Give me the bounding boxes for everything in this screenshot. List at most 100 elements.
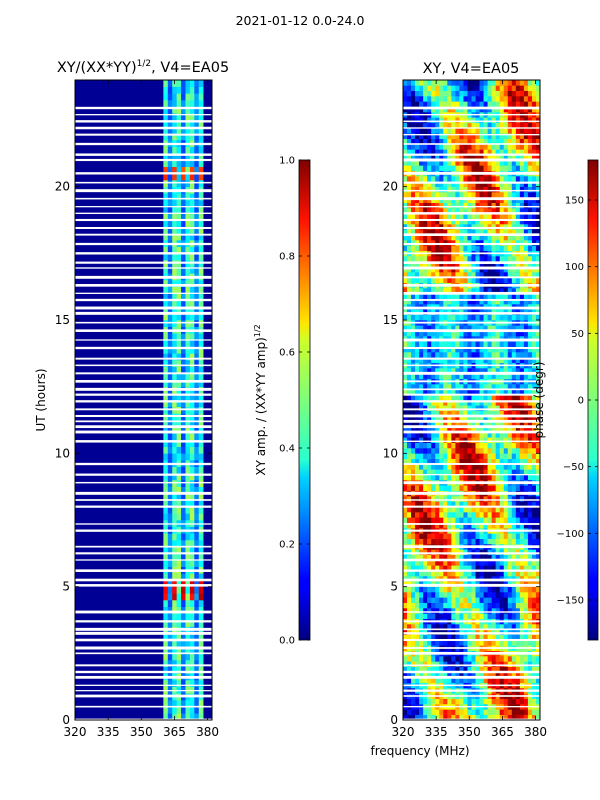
phase-cell — [463, 608, 468, 614]
phase-cell — [415, 368, 420, 374]
phase-cell — [451, 709, 456, 715]
phase-cell — [423, 368, 428, 374]
amplitude-flag-gap-61 — [75, 197, 212, 200]
amplitude-cell — [194, 466, 200, 474]
phase-cell — [467, 160, 472, 166]
phase-cell — [423, 181, 428, 187]
phase-cell — [495, 192, 501, 198]
phase-cell — [419, 314, 424, 321]
phase-cell — [407, 570, 412, 577]
phase-cell — [419, 437, 424, 443]
amplitude-ytick-label-2: 10 — [55, 446, 70, 460]
phase-cell — [423, 261, 428, 267]
phase-cell — [431, 208, 436, 214]
phase-cell — [443, 426, 448, 433]
phase-cell — [483, 634, 488, 641]
amplitude-cell — [198, 100, 204, 107]
phase-cell — [431, 426, 436, 433]
amplitude-cell — [172, 533, 177, 541]
phase-cell — [471, 176, 476, 182]
phase-cell — [463, 133, 468, 139]
phase-cell — [499, 517, 505, 523]
phase-cell — [459, 229, 464, 235]
phase-cell — [531, 149, 537, 155]
phase-cell — [511, 464, 517, 470]
phase-cell — [483, 714, 488, 721]
phase-cell — [443, 234, 448, 241]
phase-cell — [495, 549, 501, 555]
amplitude-cell — [172, 373, 177, 381]
phase-cell — [467, 128, 472, 134]
amplitude-cell — [194, 493, 200, 501]
phase-cell — [415, 672, 420, 678]
phase-cell — [495, 394, 501, 401]
phase-cell — [463, 122, 468, 129]
phase-cell — [535, 640, 541, 646]
phase-cell — [519, 154, 525, 161]
amplitude-cell — [172, 433, 177, 441]
phase-cell — [447, 634, 452, 641]
phase-cell — [503, 357, 509, 363]
phase-cell — [495, 149, 501, 155]
phase-cell — [531, 341, 537, 347]
phase-cell — [531, 538, 537, 545]
phase-cell — [515, 181, 521, 187]
phase-cell — [411, 474, 416, 481]
phase-cell — [467, 229, 472, 235]
amplitude-ytick-label-4: 20 — [55, 180, 70, 194]
phase-cell — [511, 709, 517, 715]
phase-cell — [499, 224, 505, 230]
amplitude-flag-gap-28 — [75, 462, 212, 466]
phase-cell — [431, 186, 436, 193]
phase-cell — [427, 522, 432, 529]
amplitude-cell — [194, 713, 200, 721]
phase-cell — [419, 288, 424, 294]
phase-cell — [467, 469, 472, 475]
phase-cell — [487, 181, 492, 187]
phase-cell — [519, 602, 525, 609]
phase-cell — [519, 186, 525, 193]
phase-cell — [495, 389, 501, 395]
phase-cell — [527, 554, 533, 561]
phase-cell — [439, 592, 444, 598]
phase-cell — [475, 485, 480, 491]
phase-cell — [503, 266, 509, 273]
phase-cell — [439, 341, 444, 347]
phase-cell — [447, 154, 452, 161]
phase-cell — [423, 608, 428, 614]
phase-cell — [495, 592, 501, 598]
amplitude-cell — [167, 453, 173, 461]
phase-cell — [407, 656, 412, 662]
phase-cell — [519, 128, 525, 134]
phase-cell — [455, 144, 460, 150]
amplitude-cell — [194, 346, 200, 354]
phase-cell — [431, 522, 436, 529]
amplitude-cell — [198, 600, 204, 607]
amplitude-cell — [176, 533, 182, 541]
amplitude-cell — [167, 446, 173, 454]
phase-cell — [519, 352, 525, 358]
amplitude-cell — [194, 100, 200, 107]
phase-cell — [531, 629, 537, 635]
phase-cell — [527, 677, 533, 683]
phase-cell — [451, 176, 456, 182]
phase-cell — [451, 442, 456, 449]
phase-cell — [515, 709, 521, 715]
phase-cell — [479, 512, 484, 518]
amplitude-cell — [163, 106, 169, 114]
phase-cell — [439, 677, 444, 683]
phase-cell — [407, 389, 412, 395]
phase-cell — [447, 165, 452, 171]
phase-cell — [423, 677, 428, 683]
phase-cell — [411, 661, 416, 667]
phase-cell — [491, 448, 496, 454]
phase-cell — [499, 133, 505, 139]
phase-cell — [507, 416, 513, 422]
phase-cell — [447, 570, 452, 577]
phase-cell — [435, 597, 440, 603]
phase-cell — [479, 608, 484, 614]
phase-cell — [427, 208, 432, 214]
phase-cell — [455, 560, 460, 566]
phase-cell — [531, 517, 537, 523]
amplitude-cell — [163, 233, 169, 241]
